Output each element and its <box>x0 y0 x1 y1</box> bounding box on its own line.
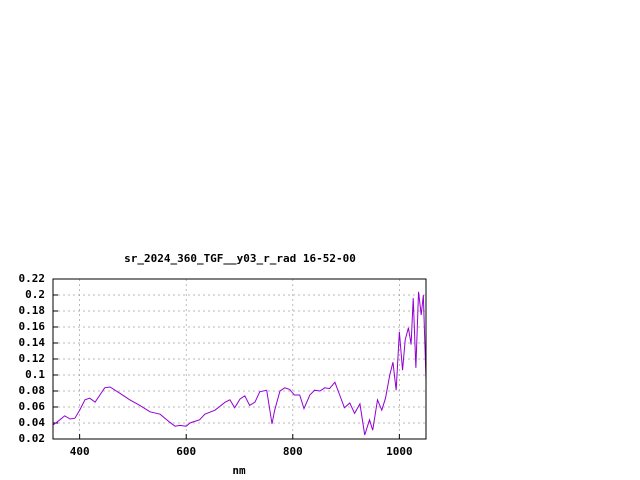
y-tick-label: 0.18 <box>19 304 46 317</box>
y-tick-label: 0.08 <box>19 384 46 397</box>
y-tick-label: 0.04 <box>19 416 46 429</box>
y-tick-label: 0.16 <box>19 320 46 333</box>
y-tick-label: 0.2 <box>25 288 45 301</box>
y-tick-label: 0.06 <box>19 400 46 413</box>
y-tick-label: 0.22 <box>19 272 46 285</box>
x-tick-label: 400 <box>70 445 90 458</box>
chart-title: sr_2024_360_TGF__y03_r_rad 16-52-00 <box>124 252 356 265</box>
x-tick-label: 800 <box>283 445 303 458</box>
y-tick-label: 0.12 <box>19 352 46 365</box>
data-line <box>52 291 427 436</box>
x-tick-label: 1000 <box>386 445 413 458</box>
x-axis-label: nm <box>232 464 246 477</box>
y-tick-label: 0.1 <box>25 368 45 381</box>
plot-border <box>52 278 427 440</box>
y-tick-label: 0.02 <box>19 432 46 445</box>
x-tick-label: 600 <box>176 445 196 458</box>
y-tick-label: 0.14 <box>19 336 46 349</box>
